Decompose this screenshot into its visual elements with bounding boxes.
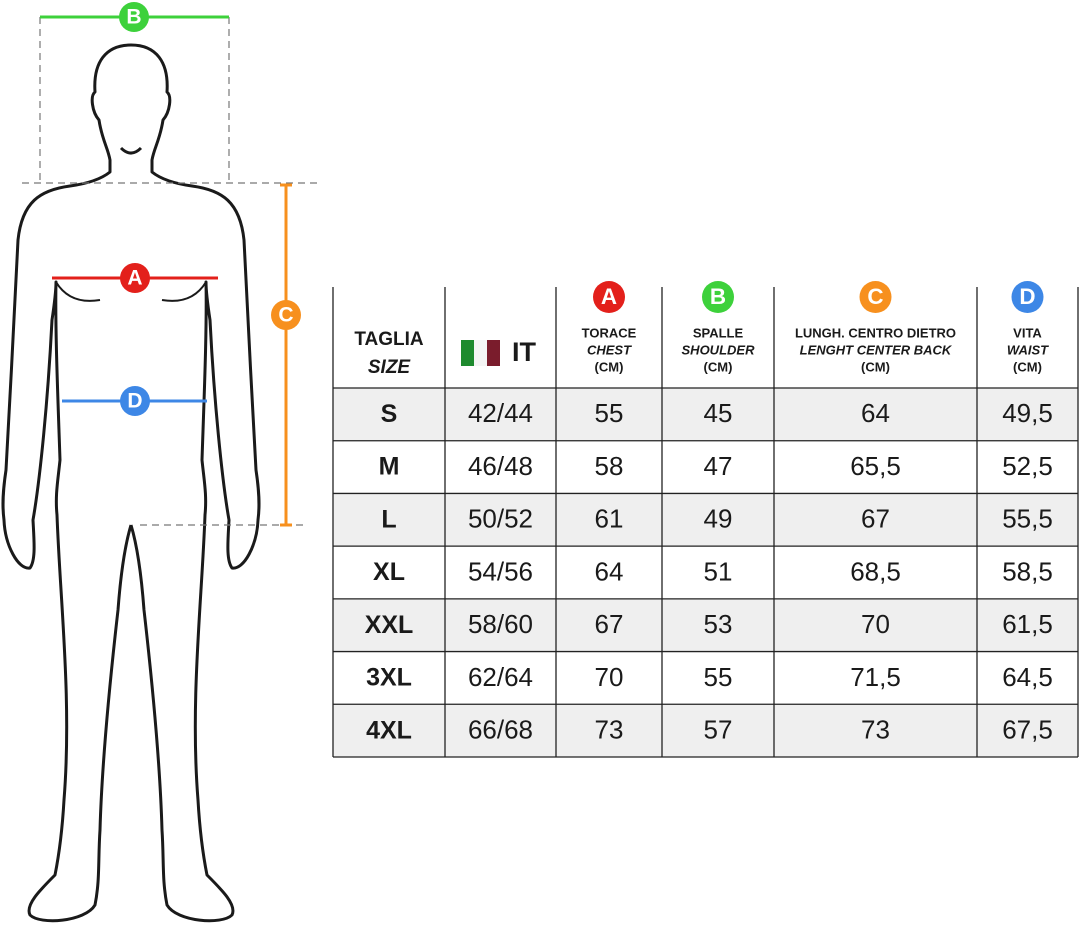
value-cell: 51 [704, 556, 733, 586]
value-cell: 66/68 [468, 715, 533, 745]
value-cell: 55 [595, 398, 624, 428]
column-name: SPALLE [693, 325, 744, 340]
marker-badge [120, 263, 150, 293]
value-cell: 45 [704, 398, 733, 428]
marker-badge [271, 300, 301, 330]
marker-letter: C [278, 304, 293, 327]
column-name-en: SHOULDER [682, 342, 756, 357]
column-name-en: LENGHT CENTER BACK [800, 342, 953, 357]
value-cell: 73 [595, 715, 624, 745]
row-shade [333, 598, 1078, 652]
size-header-en: SIZE [368, 357, 412, 378]
value-cell: 64 [861, 398, 890, 428]
value-cell: 68,5 [850, 556, 901, 586]
value-cell: 67 [595, 609, 624, 639]
value-cell: 61 [595, 504, 624, 534]
size-cell: S [381, 400, 398, 428]
size-cell: M [379, 453, 400, 481]
it-header: IT [512, 337, 537, 367]
column-name: VITA [1013, 325, 1042, 340]
size-header: TAGLIA [354, 329, 424, 350]
body-silhouette [1, 43, 261, 923]
column-unit: (CM) [595, 359, 624, 374]
row-shade [333, 388, 1078, 441]
marker-letter: D [1019, 284, 1035, 309]
value-cell: 57 [704, 715, 733, 745]
row-shade [333, 493, 1078, 547]
value-cell: 55 [704, 662, 733, 692]
flag-stripe [474, 340, 487, 366]
size-table: S 42/44 55 45 64 49,5 M 46/48 58 47 65,5 52,5 L 50/52… [332, 281, 1079, 758]
marker-letter: A [127, 267, 142, 290]
value-cell: 71,5 [850, 662, 901, 692]
value-cell: 65,5 [850, 451, 901, 481]
value-cell: 50/52 [468, 504, 533, 534]
value-cell: 67 [861, 504, 890, 534]
marker-badge [1011, 281, 1044, 313]
marker-letter: A [601, 284, 617, 309]
value-cell: 49,5 [1002, 398, 1053, 428]
row-shade [333, 704, 1078, 757]
value-cell: 58/60 [468, 609, 533, 639]
column-unit: (CM) [704, 359, 733, 374]
value-cell: 42/44 [468, 398, 533, 428]
guide-lines [22, 17, 318, 526]
column-name-en: CHEST [587, 342, 632, 357]
value-cell: 70 [595, 662, 624, 692]
size-cell: 4XL [366, 716, 412, 744]
value-cell: 53 [704, 609, 733, 639]
column-name: TORACE [582, 325, 637, 340]
marker-badge [120, 386, 150, 416]
value-cell: 46/48 [468, 451, 533, 481]
size-cell: 3XL [366, 664, 412, 692]
column-name-en: WAIST [1007, 342, 1049, 357]
column-name: LUNGH. CENTRO DIETRO [795, 325, 956, 340]
marker-letter: B [710, 284, 726, 309]
marker-badge [119, 2, 149, 32]
value-cell: 49 [704, 504, 733, 534]
value-cell: 58,5 [1002, 556, 1053, 586]
column-unit: (CM) [861, 359, 890, 374]
flag-stripe [487, 340, 500, 366]
value-cell: 73 [861, 715, 890, 745]
marker-badge [702, 281, 734, 313]
value-cell: 64,5 [1002, 662, 1053, 692]
value-cell: 70 [861, 609, 890, 639]
value-cell: 62/64 [468, 662, 533, 692]
marker-letter: C [867, 284, 883, 309]
marker-letter: B [126, 6, 141, 29]
size-cell: XL [373, 558, 405, 586]
column-unit: (CM) [1013, 359, 1042, 374]
value-cell: 54/56 [468, 556, 533, 586]
marker-letter: D [127, 390, 142, 413]
value-cell: 55,5 [1002, 504, 1053, 534]
value-cell: 67,5 [1002, 715, 1053, 745]
value-cell: 64 [595, 556, 624, 586]
marker-badge [859, 281, 892, 313]
value-cell: 47 [704, 451, 733, 481]
measure-lines: B A D C [40, 2, 301, 527]
size-cell: L [381, 505, 396, 533]
flag-stripe [461, 340, 474, 366]
value-cell: 61,5 [1002, 609, 1053, 639]
value-cell: 52,5 [1002, 451, 1053, 481]
marker-badge [593, 281, 625, 313]
size-cell: XXL [365, 611, 414, 639]
value-cell: 58 [595, 451, 624, 481]
